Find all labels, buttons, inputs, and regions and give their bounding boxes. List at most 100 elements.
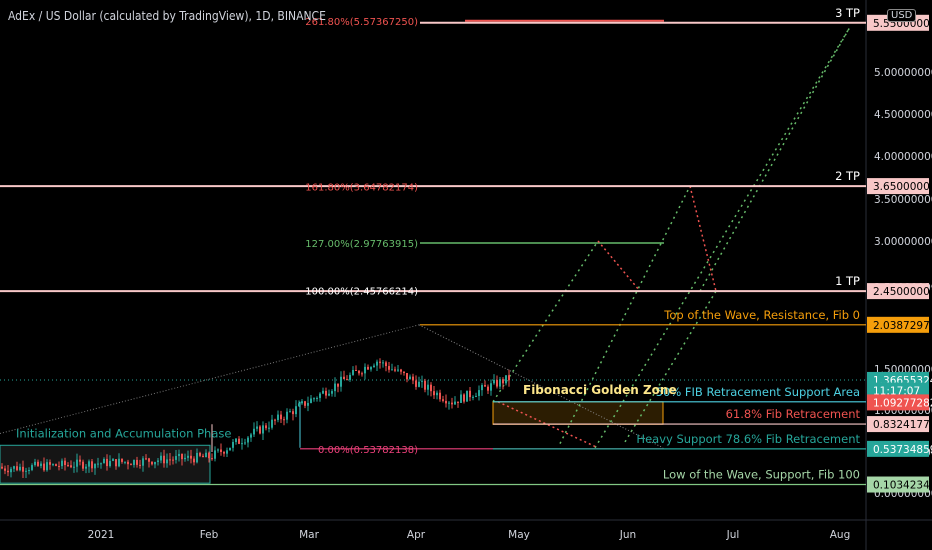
candle-body <box>505 375 507 384</box>
candle-body <box>16 466 18 471</box>
price-label-bg <box>867 178 929 195</box>
candle-body <box>265 425 267 429</box>
candle-body <box>487 386 489 391</box>
candle-body <box>454 401 456 405</box>
price-label-text: 0.83241771 <box>873 419 932 431</box>
candle-body <box>400 369 402 372</box>
candle-body <box>436 392 438 396</box>
candle-body <box>103 458 105 464</box>
candle-body <box>376 361 378 366</box>
x-tick-label: Mar <box>299 529 319 541</box>
candle-body <box>220 449 222 452</box>
x-tick-label: May <box>508 529 530 541</box>
candle-body <box>331 391 333 394</box>
candle-body <box>247 437 249 443</box>
candle-body <box>61 460 63 467</box>
candle-body <box>214 450 216 459</box>
candle-body <box>241 443 243 445</box>
candle-body <box>319 393 321 398</box>
candle-body <box>430 384 432 392</box>
price-label-text: 2.03872971 <box>873 320 932 332</box>
candle-body <box>19 466 21 471</box>
x-tick-label: 2021 <box>88 529 115 541</box>
candle-body <box>313 398 315 400</box>
candle-body <box>427 384 429 390</box>
candle-body <box>271 419 273 428</box>
candle-body <box>385 362 387 367</box>
candle-body <box>127 461 129 465</box>
candle-body <box>259 426 261 434</box>
candle-body <box>94 463 96 469</box>
candle-body <box>346 379 348 381</box>
candle-body <box>166 459 168 464</box>
candle-body <box>22 466 24 472</box>
candle-body <box>439 392 441 400</box>
candle-body <box>451 402 453 405</box>
candle-body <box>349 374 351 380</box>
candle-body <box>424 380 426 390</box>
candle-body <box>325 390 327 396</box>
candle-body <box>142 458 144 466</box>
price-label-text: 3.65000000 <box>873 181 932 193</box>
candle-body <box>82 461 84 469</box>
candle-body <box>379 361 381 363</box>
candle-body <box>238 438 240 444</box>
candle-body <box>52 464 54 466</box>
price-label-text: 1.09277282 <box>873 397 932 409</box>
candle-body <box>268 427 270 429</box>
candle-body <box>310 398 312 403</box>
price-label-text: 2.45000000 <box>873 286 932 298</box>
candle-body <box>169 459 171 461</box>
candle-body <box>55 464 57 466</box>
price-label-bg <box>867 416 929 433</box>
candle-body <box>106 458 108 467</box>
candle-body <box>37 461 39 466</box>
candle-body <box>382 362 384 364</box>
candle-body <box>322 390 324 394</box>
fib-extension-label: 100.00%(2.45766214) <box>305 286 418 297</box>
candle-body <box>85 466 87 469</box>
candle-body <box>445 400 447 404</box>
trend-line <box>0 324 420 435</box>
price-label-bg <box>867 394 929 411</box>
candle-body <box>91 461 93 469</box>
candle-body <box>25 470 27 472</box>
annotation-accumulation: Initialization and Accumulation Phase <box>16 426 231 440</box>
level-label: Low of the Wave, Support, Fib 100 <box>663 468 860 482</box>
x-tick-label: Jun <box>619 529 636 541</box>
projection-path-green <box>559 185 691 444</box>
candle-body <box>292 411 294 415</box>
candle-body <box>208 452 210 459</box>
candle-body <box>460 394 462 403</box>
candle-body <box>244 442 246 444</box>
candle-body <box>205 452 207 458</box>
x-tick-label: Apr <box>407 529 426 541</box>
candle-body <box>412 376 414 381</box>
price-label-text: 0.10342341 <box>873 480 932 492</box>
candle-body <box>499 379 501 387</box>
descending-line <box>418 324 664 449</box>
y-tick-label: 3.50000000 <box>874 194 932 206</box>
candle-body <box>334 383 336 392</box>
level-label: 61.8% Fib Retracement <box>726 407 861 421</box>
candle-body <box>76 459 78 467</box>
currency-badge[interactable]: USD <box>887 9 917 22</box>
candle-body <box>151 461 153 465</box>
candle-body <box>109 460 111 467</box>
x-tick-label: Feb <box>200 529 219 541</box>
candle-body <box>406 373 408 380</box>
candle-body <box>250 434 252 438</box>
candle-body <box>97 463 99 465</box>
candle-body <box>211 458 213 460</box>
candle-body <box>223 451 225 454</box>
candle-body <box>493 379 495 384</box>
candle-body <box>190 455 192 459</box>
candle-body <box>463 394 465 402</box>
level-label: 50% FIB Retracement Support Area <box>656 385 860 399</box>
price-label-bg <box>867 476 929 493</box>
candle-body <box>154 461 156 465</box>
y-tick-label: 5.00000000 <box>874 67 932 79</box>
accumulation-box <box>0 444 211 484</box>
candle-body <box>187 455 189 458</box>
